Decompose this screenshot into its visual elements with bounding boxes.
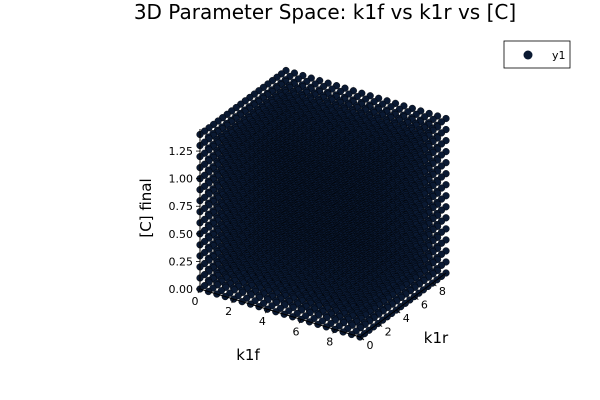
data-points [196, 66, 450, 341]
chart-title: 3D Parameter Space: k1f vs k1r vs [C] [134, 0, 516, 24]
